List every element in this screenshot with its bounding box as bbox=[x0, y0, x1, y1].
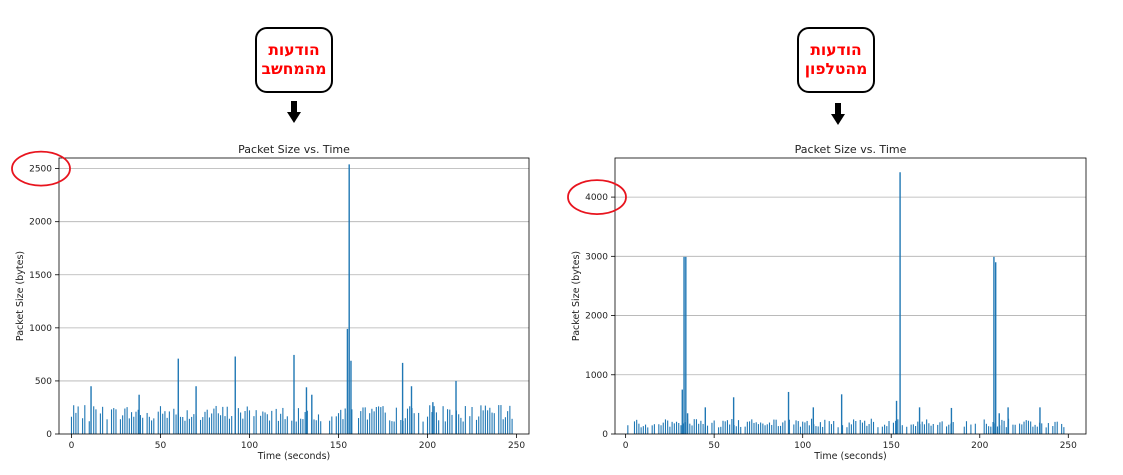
x-tick-label: 200 bbox=[419, 441, 436, 451]
x-axis-label: Time (seconds) bbox=[813, 451, 887, 462]
x-tick-label: 0 bbox=[623, 441, 629, 451]
computer-messages-callout: הודעות מהמחשב bbox=[255, 27, 333, 93]
x-tick-label: 200 bbox=[971, 441, 988, 451]
plot-frame bbox=[58, 157, 530, 435]
y-tick-label: 0 bbox=[602, 430, 608, 440]
y-tick-label: 500 bbox=[35, 377, 52, 387]
x-tick-label: 50 bbox=[155, 441, 167, 451]
x-tick-label: 0 bbox=[69, 441, 75, 451]
callout-line-2: מהמחשב bbox=[261, 60, 327, 78]
x-tick-label: 150 bbox=[883, 441, 900, 451]
x-tick-label: 250 bbox=[1060, 441, 1077, 451]
phone-messages-callout: הודעות מהטלפון bbox=[797, 27, 875, 93]
x-tick-label: 150 bbox=[330, 441, 347, 451]
down-arrow-icon bbox=[831, 103, 845, 125]
x-axis-label: Time (seconds) bbox=[257, 451, 331, 462]
y-tick-label: 2500 bbox=[29, 165, 52, 175]
callout-line-1: הודעות bbox=[268, 41, 320, 59]
y-tick-label: 2000 bbox=[585, 312, 608, 322]
y-tick-label: 4000 bbox=[585, 193, 608, 203]
chart-title: Packet Size vs. Time bbox=[238, 143, 350, 156]
highlight-circle bbox=[11, 150, 71, 187]
callout-line-2: מהטלפון bbox=[804, 60, 868, 78]
y-tick-label: 1500 bbox=[29, 271, 52, 281]
y-tick-label: 1000 bbox=[29, 324, 52, 334]
y-tick-label: 3000 bbox=[585, 252, 608, 262]
y-axis-label: Packet Size (bytes) bbox=[571, 251, 582, 341]
callout-line-1: הודעות bbox=[810, 41, 862, 59]
y-tick-label: 1000 bbox=[585, 371, 608, 381]
highlight-circle bbox=[567, 179, 627, 215]
down-arrow-icon bbox=[287, 101, 301, 123]
chart-title: Packet Size vs. Time bbox=[795, 143, 907, 156]
x-tick-label: 250 bbox=[508, 441, 525, 451]
plot-frame bbox=[614, 157, 1087, 435]
y-axis-label: Packet Size (bytes) bbox=[15, 251, 26, 341]
x-tick-label: 100 bbox=[794, 441, 811, 451]
x-tick-label: 50 bbox=[708, 441, 720, 451]
x-tick-label: 100 bbox=[241, 441, 258, 451]
y-tick-label: 0 bbox=[46, 430, 52, 440]
y-tick-label: 2000 bbox=[29, 218, 52, 228]
